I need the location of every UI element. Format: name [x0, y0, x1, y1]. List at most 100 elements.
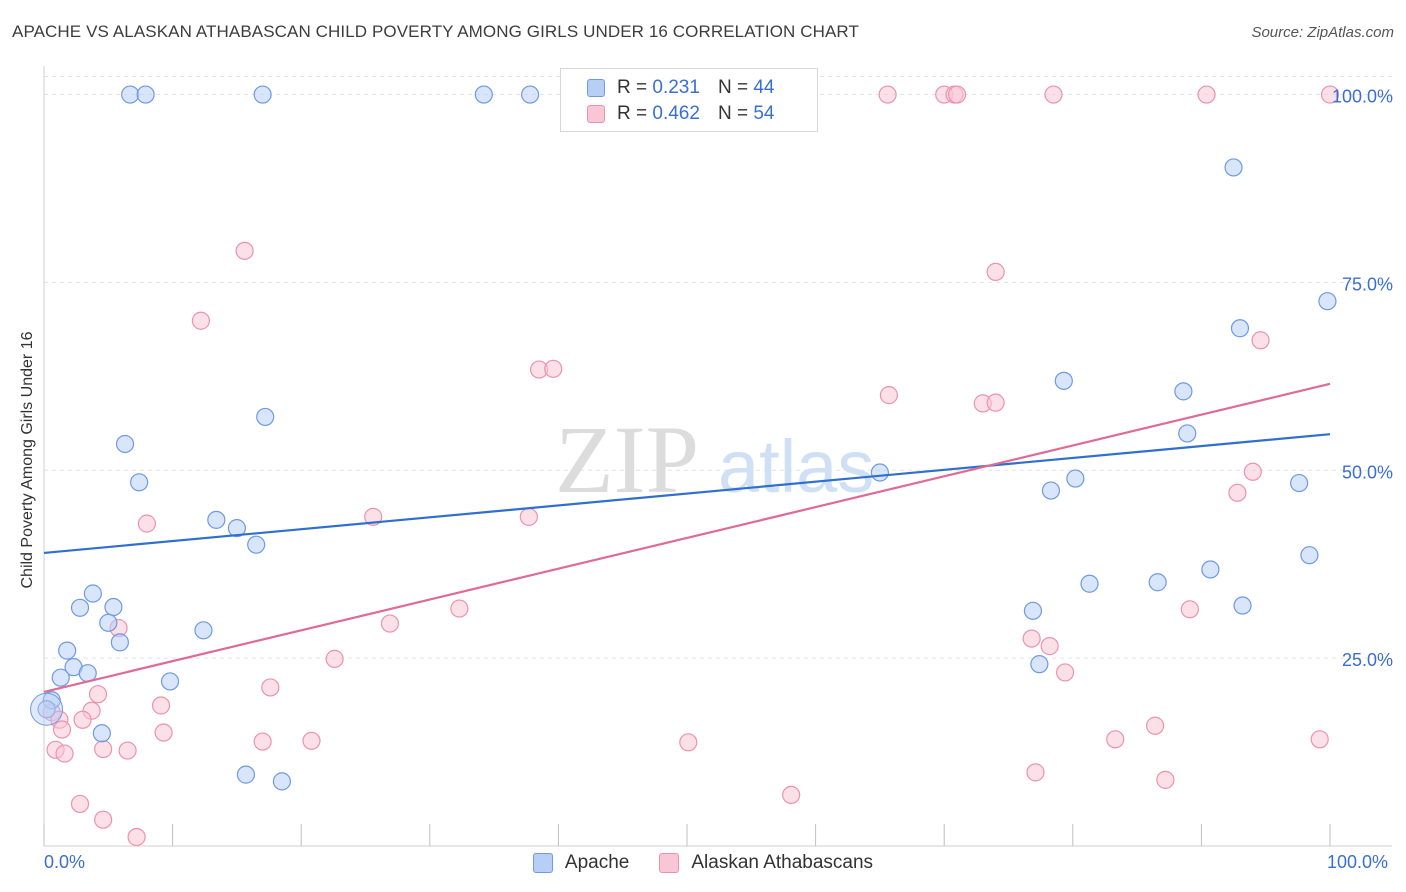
- x-tick-label-min: 0.0%: [44, 852, 86, 872]
- data-point: [154, 723, 173, 742]
- data-point: [160, 672, 180, 691]
- y-tick-label: 25.0%: [1342, 650, 1393, 670]
- data-point: [1022, 629, 1041, 648]
- chart-title: APACHE VS ALASKAN ATHABASCAN CHILD POVER…: [12, 22, 859, 41]
- legend-r-label: R =: [617, 77, 648, 98]
- data-point: [247, 535, 266, 554]
- data-point: [1224, 158, 1243, 177]
- data-point: [1290, 473, 1309, 493]
- data-point: [104, 597, 123, 617]
- data-point: [450, 599, 469, 618]
- data-point: [986, 262, 1005, 281]
- data-point: [1318, 292, 1337, 311]
- athabascan-swatch: [587, 105, 605, 123]
- trend-line-athabascan: [43, 382, 1331, 694]
- data-point: [52, 720, 72, 739]
- data-point: [51, 668, 70, 687]
- data-point: [94, 739, 113, 759]
- legend-n-value: 54: [753, 103, 775, 124]
- trend-line-apache: [43, 433, 1331, 555]
- data-point: [1233, 596, 1252, 615]
- legend-row-athabascan: R = 0.462 N = 54: [587, 102, 774, 126]
- data-point: [94, 810, 113, 829]
- data-point: [73, 710, 92, 729]
- correlation-legend: R = 0.231 N = 44 R = 0.462 N = 54: [560, 68, 818, 132]
- data-point: [1310, 730, 1329, 749]
- data-point: [118, 741, 137, 760]
- trend-lines: [43, 382, 1331, 694]
- data-point: [878, 85, 897, 104]
- data-point: [1180, 600, 1199, 619]
- source-credit: Source: ZipAtlas.com: [1251, 24, 1394, 41]
- data-point: [88, 685, 108, 704]
- legend-r-value: 0.462: [652, 103, 700, 124]
- data-point: [55, 744, 74, 763]
- data-point: [302, 731, 321, 750]
- data-point: [236, 765, 256, 784]
- data-point: [253, 732, 272, 751]
- series-apache-points: [30, 85, 1337, 791]
- legend-r-value: 0.231: [652, 77, 700, 98]
- legend-n-label: N =: [717, 77, 749, 98]
- data-point: [1251, 331, 1270, 350]
- data-point: [1023, 601, 1043, 620]
- y-tick-label: 100.0%: [1332, 87, 1393, 107]
- data-point: [1066, 469, 1085, 488]
- data-point: [1106, 730, 1125, 749]
- data-point: [121, 85, 140, 104]
- legend-r-label: R =: [617, 103, 648, 124]
- apache-legend-swatch: [532, 853, 553, 873]
- data-point: [136, 85, 155, 104]
- data-point: [1148, 573, 1167, 592]
- data-point: [58, 641, 77, 660]
- data-point: [380, 614, 400, 633]
- watermark-zip: ZIP: [555, 406, 699, 513]
- data-point: [1300, 546, 1319, 565]
- watermark: ZIP atlas: [555, 406, 874, 513]
- data-point: [1156, 770, 1175, 789]
- data-point: [679, 733, 698, 752]
- data-point: [70, 598, 90, 617]
- y-tick-label: 50.0%: [1342, 462, 1393, 482]
- legend-athabascan-label: Alaskan Athabascans: [691, 852, 874, 873]
- data-point: [37, 700, 56, 719]
- grid-lines: [44, 76, 1392, 659]
- data-point: [325, 649, 344, 668]
- data-point: [1228, 483, 1247, 502]
- data-point: [947, 85, 967, 104]
- data-point: [272, 772, 292, 791]
- data-point: [115, 434, 135, 454]
- data-point: [1230, 319, 1250, 338]
- data-point: [1174, 382, 1193, 401]
- data-point: [261, 678, 280, 697]
- data-point: [474, 85, 493, 104]
- data-point: [1178, 424, 1197, 443]
- data-point: [92, 724, 111, 743]
- legend-item-athabascan: Alaskan Athabascans: [659, 852, 873, 874]
- data-point: [1040, 637, 1059, 656]
- legend-n-value: 44: [753, 77, 775, 98]
- y-tick-labels: 25.0% 50.0% 75.0% 100.0%: [1332, 87, 1393, 671]
- data-point: [1054, 371, 1073, 390]
- data-point: [253, 85, 272, 104]
- data-point: [1044, 85, 1063, 104]
- data-point: [1320, 85, 1340, 104]
- data-point: [235, 241, 254, 260]
- data-point: [1041, 481, 1061, 500]
- data-point: [127, 827, 146, 847]
- apache-swatch: [587, 79, 605, 97]
- data-point: [986, 393, 1005, 412]
- data-point-cluster: [30, 692, 64, 726]
- data-point: [870, 463, 890, 482]
- series-alaskan-athabascans-points: [42, 85, 1340, 847]
- data-point: [1030, 655, 1049, 674]
- data-point: [83, 584, 102, 603]
- legend-row-apache: R = 0.231 N = 44: [587, 76, 774, 100]
- data-point: [544, 359, 563, 378]
- data-point: [1055, 663, 1075, 682]
- data-point: [1201, 560, 1220, 579]
- data-point: [70, 794, 90, 814]
- legend-apache-label: Apache: [564, 852, 630, 873]
- data-point: [521, 85, 540, 104]
